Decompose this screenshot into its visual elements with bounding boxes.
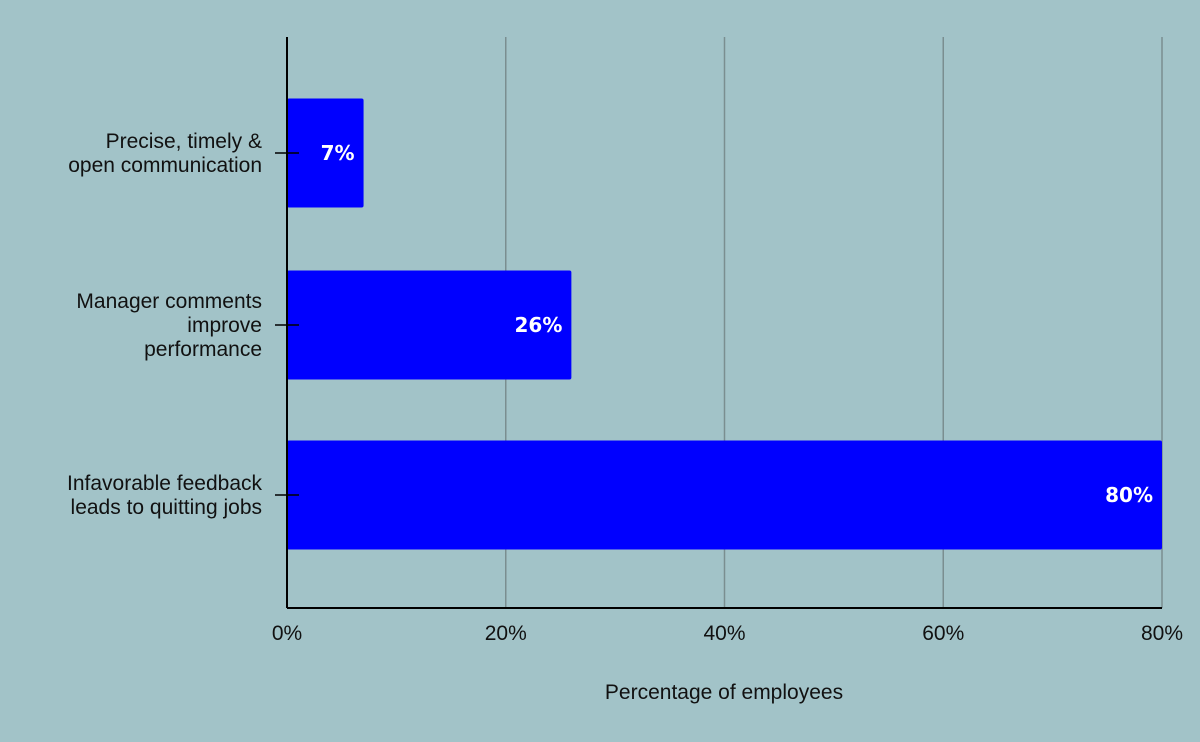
- category-label-1-line-1: improve: [187, 314, 262, 337]
- axes: [275, 37, 1162, 609]
- data-label-2: 80%: [1105, 483, 1153, 507]
- bars: [287, 98, 1162, 550]
- category-label-1: Manager comments improve performance: [76, 290, 262, 361]
- x-tick-label-60: 60%: [922, 622, 964, 645]
- data-label-0: 7%: [321, 141, 355, 165]
- category-label-2-line-0: Infavorable feedback: [67, 472, 262, 495]
- x-tick-label-20: 20%: [485, 622, 527, 645]
- x-axis-title: Percentage of employees: [605, 681, 843, 704]
- x-tick-label-0: 0%: [272, 622, 302, 645]
- labels: 0% 20% 40% 60% 80% 7% Precise, timely & open co…: [67, 130, 1183, 645]
- category-label-0: Precise, timely & open communication: [68, 130, 262, 177]
- category-label-0-line-0: Precise, timely &: [106, 130, 262, 153]
- bar-0: [287, 98, 364, 208]
- x-tick-label-40: 40%: [703, 622, 745, 645]
- category-label-0-line-1: open communication: [68, 154, 262, 177]
- category-label-1-line-2: performance: [144, 338, 262, 361]
- category-label-2-line-1: leads to quitting jobs: [71, 496, 262, 519]
- category-label-2: Infavorable feedback leads to quitting jo…: [67, 472, 262, 519]
- data-label-1: 26%: [515, 313, 563, 337]
- bar-1: [287, 270, 572, 380]
- category-label-1-line-0: Manager comments: [76, 290, 262, 313]
- x-tick-label-80: 80%: [1141, 622, 1183, 645]
- bar-2: [287, 440, 1162, 550]
